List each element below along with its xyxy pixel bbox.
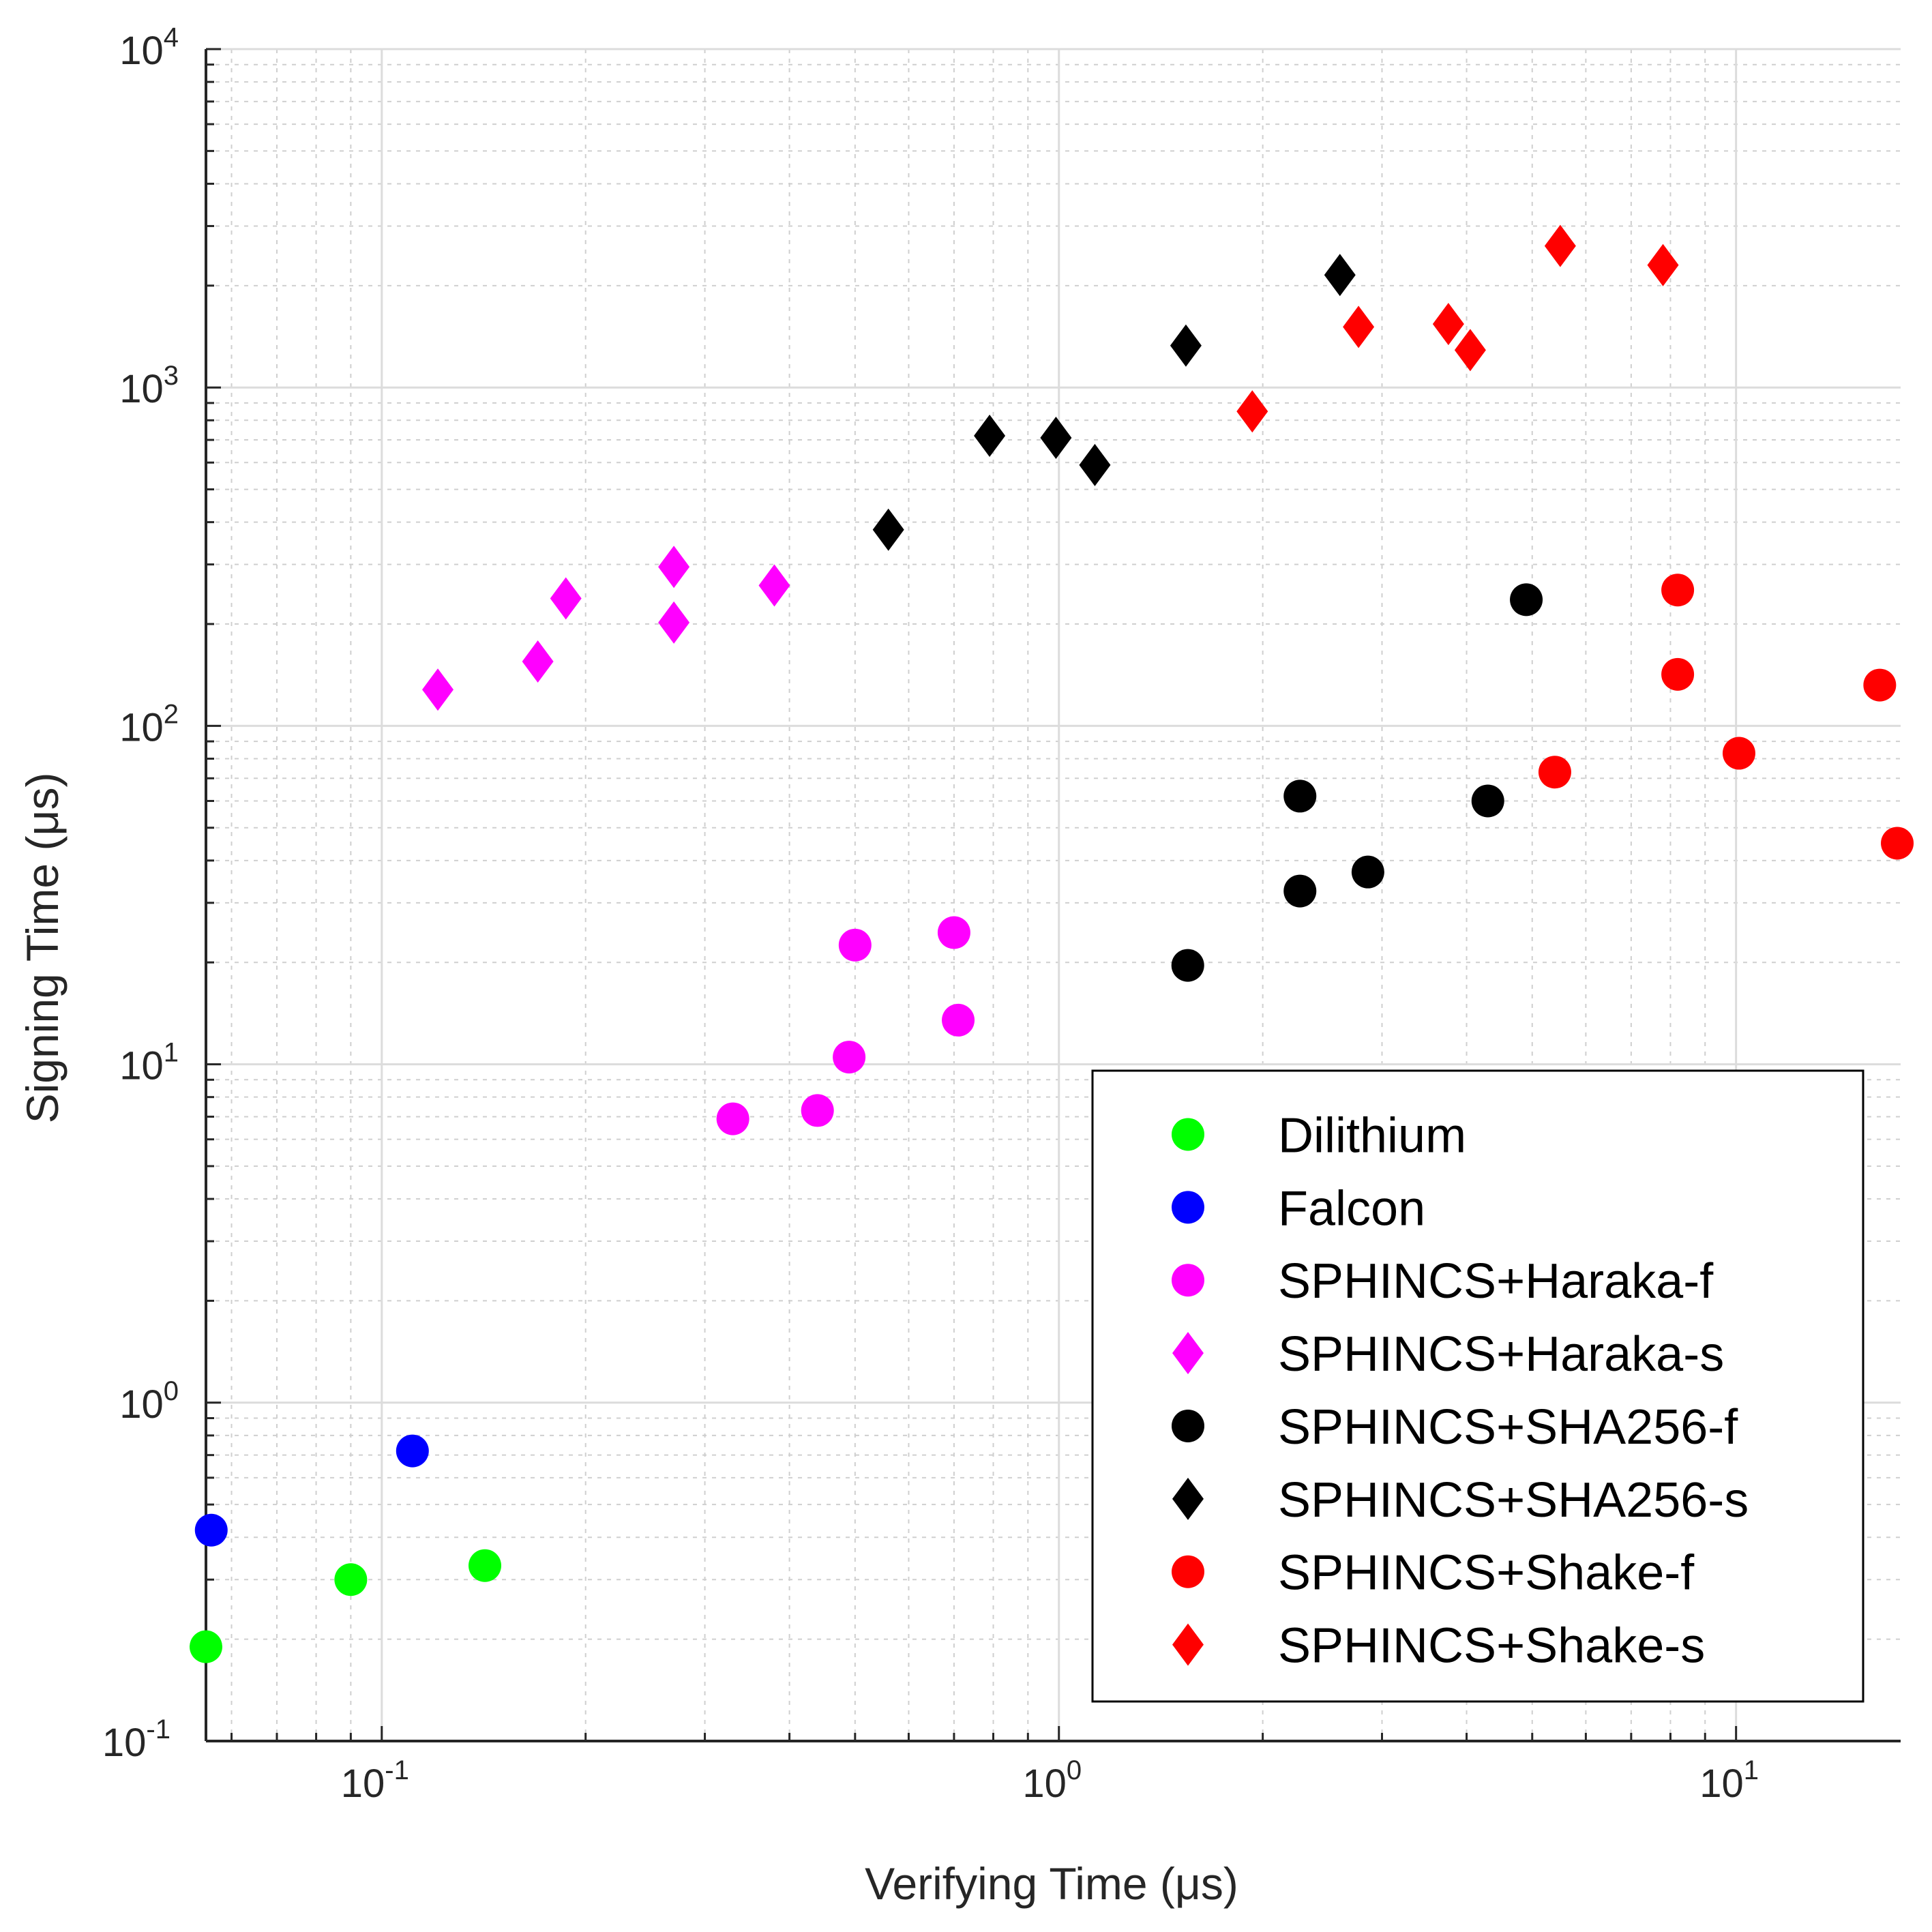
- x-tick-label: 10-1: [341, 1755, 409, 1806]
- point-sphincs-haraka-s: [658, 546, 690, 589]
- point-dilithium: [469, 1549, 502, 1582]
- point-sphincs-shake-f: [1538, 756, 1571, 789]
- point-sphincs-haraka-s: [522, 640, 554, 683]
- legend-label-sphincs-haraka-f: SPHINCS+Haraka-f: [1278, 1254, 1714, 1309]
- point-sphincs-haraka-f: [942, 1003, 975, 1037]
- legend-box: [1091, 1069, 1864, 1703]
- legend-label-sphincs-sha256-f: SPHINCS+SHA256-f: [1278, 1400, 1738, 1455]
- point-sphincs-shake-f: [1863, 668, 1897, 702]
- legend-label-sphincs-sha256-s: SPHINCS+SHA256-s: [1278, 1473, 1749, 1528]
- point-sphincs-shake-f: [1881, 827, 1914, 860]
- x-tick-label: 100: [1022, 1755, 1082, 1806]
- y-tick-label: 10-1: [102, 1714, 170, 1765]
- legend-marker-dilithium: [1172, 1118, 1204, 1151]
- legend-marker-sphincs-shake-s: [1172, 1623, 1204, 1666]
- point-sphincs-haraka-s: [422, 668, 454, 711]
- point-sphincs-haraka-f: [833, 1041, 866, 1074]
- x-tick-label: 101: [1699, 1755, 1759, 1806]
- point-sphincs-shake-s: [1432, 303, 1464, 346]
- y-tick-label: 104: [119, 23, 179, 73]
- x-axis-label: Verifying Time (μs): [865, 1858, 1238, 1909]
- legend: Dilithium Falcon SPHINCS+Haraka-f SPHINCS+H…: [1091, 1069, 1864, 1703]
- point-sphincs-shake-s: [1454, 329, 1486, 372]
- point-sphincs-shake-f: [1722, 737, 1755, 770]
- legend-marker-falcon: [1172, 1191, 1204, 1224]
- point-sphincs-sha256-s: [1040, 417, 1072, 460]
- y-tick-label: 102: [119, 699, 179, 749]
- point-sphincs-sha256-f: [1171, 949, 1204, 982]
- point-sphincs-sha256-s: [872, 508, 904, 551]
- y-axis-label: Signing Time (μs): [17, 773, 68, 1124]
- legend-label-sphincs-shake-s: SPHINCS+Shake-s: [1278, 1619, 1705, 1674]
- point-sphincs-sha256-s: [1170, 324, 1202, 367]
- legend-marker-sphincs-haraka-s: [1172, 1332, 1204, 1375]
- y-tick-label: 100: [119, 1376, 179, 1427]
- point-sphincs-sha256-f: [1510, 583, 1543, 616]
- point-sphincs-shake-s: [1544, 224, 1576, 267]
- point-sphincs-shake-s: [1647, 243, 1679, 286]
- point-sphincs-haraka-s: [550, 577, 582, 620]
- point-sphincs-shake-f: [1661, 657, 1695, 691]
- point-sphincs-haraka-s: [758, 564, 790, 607]
- legend-label-sphincs-shake-f: SPHINCS+Shake-f: [1278, 1546, 1695, 1601]
- point-sphincs-sha256-s: [1324, 254, 1356, 297]
- point-sphincs-haraka-f: [716, 1102, 749, 1135]
- axes: [205, 48, 1901, 1742]
- legend-marker-sphincs-haraka-f: [1172, 1264, 1204, 1297]
- point-sphincs-sha256-f: [1471, 784, 1504, 818]
- legend-marker-sphincs-shake-f: [1172, 1555, 1204, 1588]
- point-sphincs-sha256-s: [974, 414, 1006, 457]
- y-tick-label: 103: [119, 361, 179, 411]
- legend-label-sphincs-haraka-s: SPHINCS+Haraka-s: [1278, 1327, 1724, 1382]
- y-tick-label: 101: [119, 1038, 179, 1088]
- legend-label-dilithium: Dilithium: [1278, 1108, 1466, 1163]
- data-points: [190, 224, 1914, 1663]
- point-sphincs-shake-s: [1343, 306, 1375, 348]
- point-sphincs-sha256-s: [1079, 443, 1111, 486]
- legend-marker-sphincs-sha256-s: [1172, 1477, 1204, 1520]
- point-sphincs-sha256-f: [1283, 874, 1317, 908]
- point-sphincs-sha256-f: [1283, 779, 1317, 813]
- legend-marker-sphincs-sha256-f: [1172, 1409, 1204, 1442]
- point-falcon: [396, 1434, 429, 1468]
- point-sphincs-haraka-s: [658, 601, 690, 644]
- point-sphincs-haraka-f: [801, 1094, 834, 1127]
- point-sphincs-shake-f: [1661, 574, 1695, 607]
- point-sphincs-haraka-f: [937, 916, 970, 949]
- tick-labels: 10-1 100 101 10-1 100 101 102 103 104: [102, 23, 1759, 1806]
- point-dilithium: [334, 1563, 368, 1596]
- point-sphincs-sha256-f: [1351, 855, 1384, 889]
- legend-label-falcon: Falcon: [1278, 1181, 1425, 1236]
- point-falcon: [194, 1513, 228, 1547]
- point-sphincs-haraka-f: [838, 928, 872, 962]
- point-dilithium: [190, 1630, 222, 1663]
- point-sphincs-shake-s: [1236, 390, 1268, 433]
